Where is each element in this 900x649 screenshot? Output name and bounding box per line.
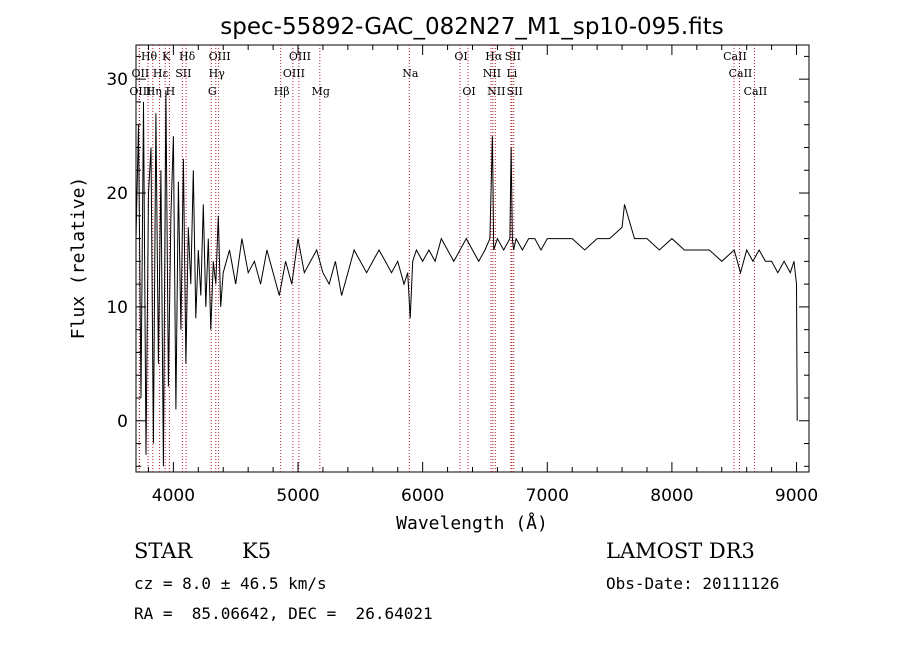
line-label-6: Hα [485, 50, 503, 63]
line-label-12: Hγ [209, 67, 226, 80]
survey-name: LAMOST DR3 [606, 539, 755, 563]
x-tick-label-1: 5000 [276, 486, 319, 506]
line-label-24: OI [462, 85, 475, 98]
line-label-17: CaII [729, 67, 753, 80]
line-label-21: G [208, 85, 217, 98]
x-tick-label-5: 9000 [775, 486, 818, 506]
x-tick-label-0: 4000 [152, 486, 195, 506]
chart-title: spec-55892-GAC_082N27_M1_sp10-095.fits [220, 14, 723, 40]
line-label-25: NII [487, 85, 505, 98]
line-label-26: SII [507, 85, 523, 98]
line-id-markers [138, 45, 755, 472]
line-label-5: OI [454, 50, 467, 63]
y-tick-label-0: 0 [117, 412, 128, 432]
line-label-16: Li [506, 67, 517, 80]
line-label-13: OIII [283, 67, 305, 80]
y-axis-label: Flux (relative) [68, 177, 89, 340]
observation-date: Obs-Date: 20111126 [606, 574, 780, 593]
line-label-22: Hβ [274, 85, 290, 98]
x-axis-label: Wavelength (Å) [396, 512, 548, 534]
x-axis-ticks: 4000 5000 6000 7000 8000 9000 [147, 45, 818, 506]
line-label-27: CaII [744, 85, 768, 98]
spectral-subclass: K5 [242, 539, 272, 563]
x-tick-label-4: 8000 [650, 486, 693, 506]
line-label-23: Mg [312, 85, 330, 98]
x-tick-label-3: 7000 [526, 486, 569, 506]
y-tick-label-2: 20 [106, 184, 128, 204]
line-label-15: NII [483, 67, 501, 80]
y-axis-ticks: 0 10 20 30 [106, 55, 809, 467]
line-label-0: Hθ [141, 50, 158, 63]
y-tick-label-3: 30 [106, 70, 128, 90]
line-label-4: OIII [289, 50, 311, 63]
line-label-9: OII [132, 67, 150, 80]
line-label-11: SII [175, 67, 191, 80]
line-label-14: Na [402, 67, 419, 80]
line-label-18: OIII [129, 85, 151, 98]
redshift-velocity: cz = 8.0 ± 46.5 km/s [134, 574, 327, 593]
line-label-19: Hη [146, 85, 162, 98]
y-tick-label-1: 10 [106, 298, 128, 318]
plot-frame [135, 44, 810, 473]
spectrum-line [135, 90, 798, 467]
line-label-2: Hδ [179, 50, 196, 63]
line-label-1: K [162, 50, 171, 63]
line-label-7: SII [505, 50, 521, 63]
line-label-3: OIII [209, 50, 231, 63]
object-class: STAR [134, 539, 193, 563]
sky-coordinates: RA = 85.06642, DEC = 26.64021 [134, 604, 433, 623]
line-label-10: Hε [153, 67, 169, 80]
x-tick-label-2: 6000 [401, 486, 444, 506]
line-label-8: CaII [723, 50, 747, 63]
line-label-20: H [166, 85, 176, 98]
